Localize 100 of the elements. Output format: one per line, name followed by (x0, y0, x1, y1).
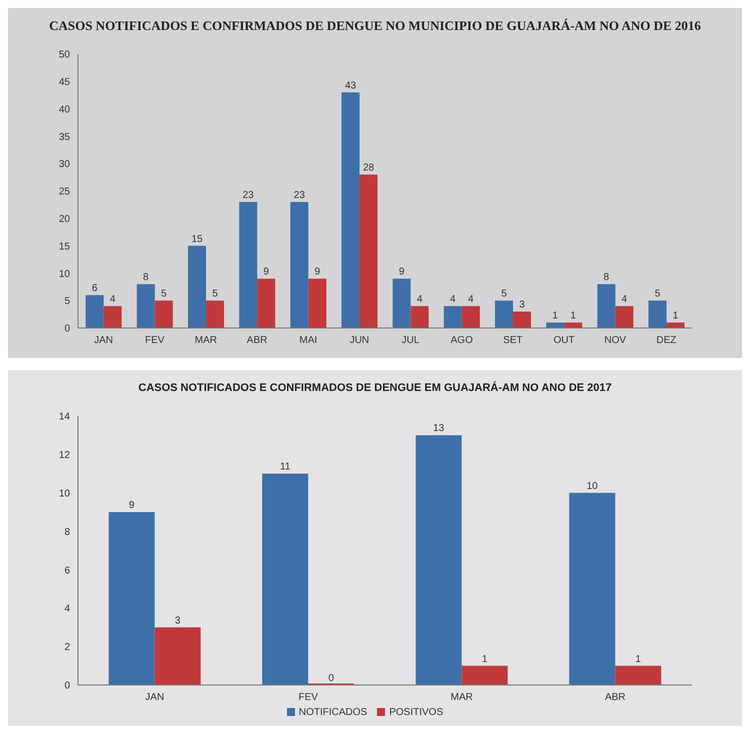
y-tick-label: 0 (64, 680, 70, 692)
chart-title: CASOS NOTIFICADOS E CONFIRMADOS DE DENGUE EM GUAJARÁ-AM NO ANO DE 2017 (137, 380, 613, 396)
bar (615, 306, 634, 328)
y-tick-label: 35 (58, 132, 70, 143)
data-label: 8 (604, 272, 610, 284)
bar (136, 284, 155, 328)
x-tick-label: JAN (145, 692, 164, 704)
bar (462, 306, 480, 328)
data-label: 1 (570, 310, 576, 322)
y-tick-label: 4 (64, 604, 70, 615)
data-label: 28 (362, 162, 375, 174)
y-tick-label: 14 (58, 412, 70, 423)
data-label: 1 (552, 310, 558, 322)
bar (392, 278, 411, 328)
bar (564, 322, 582, 328)
y-tick-label: 12 (58, 450, 70, 461)
bar (546, 322, 564, 328)
bar (290, 202, 308, 328)
data-label: 5 (161, 288, 168, 300)
x-tick-label: NOV (604, 335, 626, 346)
y-tick-label: 20 (58, 214, 70, 225)
data-label: 4 (110, 294, 116, 306)
x-tick-label: ABR (604, 692, 626, 704)
x-tick-label: ABR (246, 335, 268, 346)
bar (154, 300, 173, 328)
x-tick-label: OUT (554, 335, 575, 346)
data-label: 1 (482, 654, 488, 665)
bar (597, 284, 616, 328)
data-label: 3 (519, 300, 526, 311)
bar (666, 322, 685, 328)
y-tick-label: 0 (64, 324, 70, 335)
bar (104, 306, 122, 328)
bar (108, 512, 155, 685)
data-label: 9 (398, 266, 405, 278)
data-label: 5 (654, 288, 661, 300)
data-label: 3 (174, 615, 181, 626)
bar (495, 300, 514, 328)
x-tick-label: FEV (145, 335, 165, 346)
y-tick-label: 10 (58, 488, 70, 500)
data-label: 43 (344, 80, 357, 92)
data-label: 1 (672, 310, 679, 322)
data-label: 11 (280, 462, 291, 473)
bar (342, 92, 360, 328)
bar (86, 295, 104, 328)
bar (257, 278, 276, 328)
data-label: 15 (191, 234, 204, 245)
x-tick-label: MAI (299, 335, 318, 346)
bar (444, 306, 462, 328)
bar (360, 174, 378, 328)
y-tick-label: 6 (64, 565, 70, 576)
bar (262, 474, 308, 685)
y-tick-label: 30 (58, 159, 70, 170)
data-label: 1 (635, 654, 642, 665)
x-tick-label: AGO (450, 335, 474, 346)
data-label: 13 (433, 423, 445, 434)
bar (462, 666, 508, 685)
bar (206, 300, 224, 328)
bar (648, 300, 667, 328)
x-tick-label: FEV (298, 692, 318, 704)
bar (239, 202, 258, 328)
bar (308, 278, 326, 328)
bar (416, 435, 462, 685)
bar (410, 306, 429, 328)
x-tick-label: MAR (450, 692, 473, 704)
bar (188, 246, 206, 328)
y-tick-label: 50 (58, 50, 70, 61)
y-tick-label: 45 (58, 76, 70, 88)
x-tick-label: JUL (402, 335, 420, 346)
data-label: 5 (501, 288, 508, 300)
data-label: 4 (450, 294, 456, 306)
y-tick-label: 2 (64, 642, 70, 654)
legend-label: POSITIVOS (389, 707, 444, 718)
data-label: 4 (416, 294, 423, 306)
x-tick-label: JAN (94, 335, 114, 346)
x-tick-label: MAR (194, 335, 218, 346)
bar (513, 312, 532, 328)
y-tick-label: 25 (58, 186, 70, 198)
data-label: 9 (314, 266, 321, 278)
data-label: 23 (242, 190, 254, 201)
data-label: 9 (263, 266, 270, 278)
x-tick-label: JUN (350, 335, 370, 346)
y-tick-label: 15 (58, 241, 70, 252)
data-label: 10 (586, 480, 598, 492)
x-tick-label: DEZ (656, 335, 676, 346)
data-label: 8 (143, 272, 150, 284)
legend-label: NOTIFICADOS (298, 707, 368, 718)
data-label: 0 (328, 673, 334, 684)
data-label: 6 (92, 283, 98, 294)
y-tick-label: 8 (64, 526, 70, 538)
data-label: 9 (128, 500, 135, 512)
data-label: 23 (294, 190, 306, 201)
y-tick-label: 10 (58, 268, 70, 280)
bar (615, 666, 662, 685)
x-tick-label: SET (503, 335, 523, 346)
data-label: 5 (212, 288, 218, 300)
bar (154, 627, 201, 685)
y-tick-label: 40 (58, 104, 70, 116)
data-label: 4 (468, 294, 474, 306)
bar (569, 492, 616, 685)
data-label: 4 (622, 294, 628, 306)
